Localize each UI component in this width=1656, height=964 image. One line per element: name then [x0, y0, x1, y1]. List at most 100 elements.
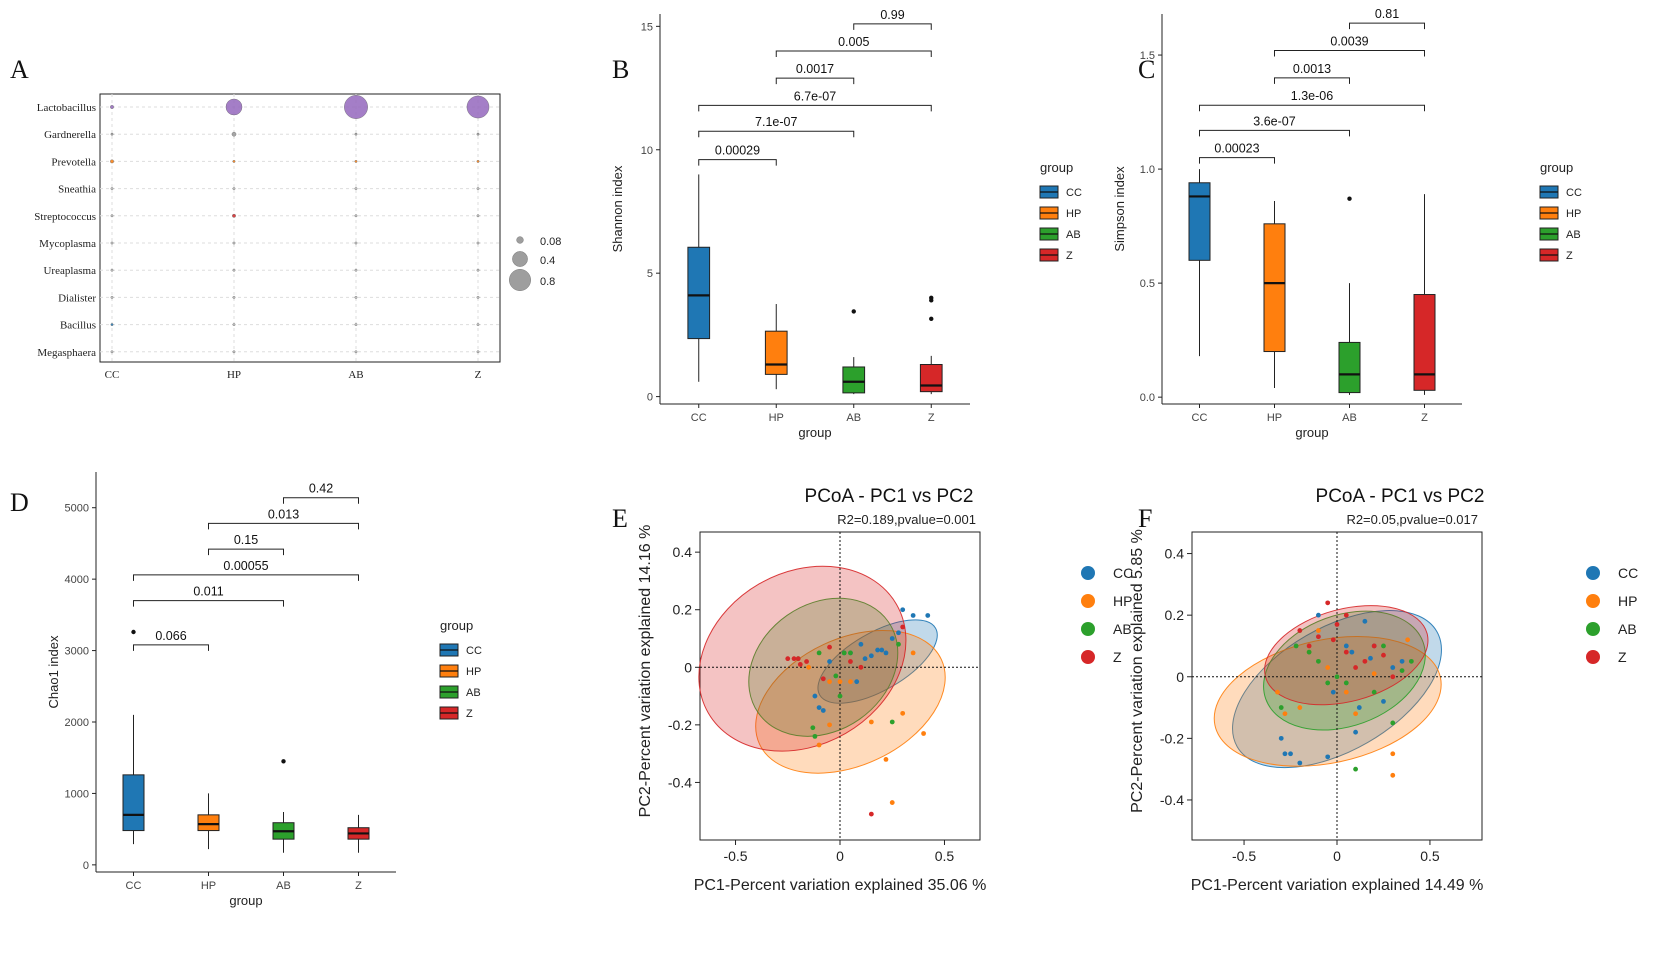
bubble-point [354, 323, 358, 326]
y-tick-label: 0.2 [1165, 607, 1185, 623]
x-axis-title: group [229, 893, 262, 908]
legend-title: group [1540, 160, 1573, 175]
point-hp [1275, 689, 1280, 695]
p-value-label: 0.00055 [223, 559, 268, 573]
point-cc [1381, 699, 1386, 704]
y-tick-label: 1000 [65, 788, 89, 800]
legend-label: CC [1618, 565, 1638, 581]
outlier-point [929, 316, 934, 322]
bubble-point [110, 132, 114, 136]
point-z [1316, 634, 1321, 640]
x-tick-label: AB [846, 412, 861, 424]
significance-bracket [1199, 104, 1425, 112]
bubble-point [110, 187, 114, 191]
bubble-point [232, 241, 236, 245]
y-tick-label: 0.4 [1165, 546, 1185, 562]
y-tick-label: Mycoplasma [39, 238, 96, 250]
p-value-label: 3.6e-07 [1253, 114, 1295, 128]
point-cc [883, 650, 889, 656]
legend-label: AB [1618, 621, 1637, 637]
point-cc [1349, 649, 1355, 655]
legend-label: AB [466, 687, 481, 699]
point-hp [1390, 772, 1396, 778]
p-value-label: 0.81 [1375, 7, 1399, 21]
point-z [1390, 674, 1396, 680]
panel-letter-c: C [1138, 55, 1155, 84]
point-ab [896, 641, 901, 647]
point-ab [1334, 674, 1340, 680]
x-tick-label: 0.5 [935, 848, 955, 864]
legend-label: Z [1618, 649, 1627, 665]
box-z [1413, 294, 1436, 391]
point-cc [1353, 729, 1358, 735]
significance-bracket [208, 548, 284, 556]
point-z [1343, 612, 1349, 618]
point-cc [1399, 658, 1405, 664]
legend-label: AB [1066, 229, 1081, 241]
significance-bracket [1199, 157, 1275, 164]
x-tick-label: HP [227, 369, 241, 381]
point-cc [1325, 754, 1331, 760]
point-ab [889, 719, 895, 725]
bubble-point [232, 159, 236, 163]
significance-bracket [133, 600, 284, 607]
y-tick-label: Prevotella [51, 156, 96, 168]
point-z [868, 811, 874, 817]
legend-title: group [440, 618, 473, 633]
point-ab [1278, 705, 1284, 710]
legend-label: AB [1566, 229, 1581, 241]
point-cc [868, 653, 874, 659]
point-cc [1316, 612, 1321, 618]
point-cc [1343, 643, 1349, 649]
confidence-ellipse-hp [1213, 636, 1442, 767]
y-axis-title: PC2-Percent variation explained 5.85 % [1129, 529, 1146, 813]
x-tick-label: -0.5 [1232, 848, 1256, 864]
x-tick-label: HP [769, 412, 784, 424]
point-ab [837, 693, 843, 699]
point-hp [827, 679, 832, 685]
point-z [785, 656, 791, 662]
legend-title: group [1040, 160, 1073, 175]
bubble-point [231, 131, 237, 137]
y-tick-label: Streptococcus [34, 211, 96, 223]
x-tick-label: 0.5 [1420, 848, 1440, 864]
box-z [919, 364, 943, 393]
point-z [1325, 600, 1331, 606]
p-value-label: 0.005 [838, 35, 869, 49]
chart-title: PCoA - PC1 vs PC2 [805, 486, 974, 507]
box-hp [1263, 223, 1286, 353]
chart-title: PCoA - PC1 vs PC2 [1316, 486, 1485, 507]
y-axis-title: Chao1 index [46, 635, 61, 708]
point-hp [900, 710, 906, 716]
y-tick-label: 0.2 [673, 602, 693, 618]
panel-letter-a: A [10, 55, 29, 84]
box-cc [1188, 182, 1211, 261]
y-tick-label: 15 [641, 21, 653, 33]
legend-marker [1081, 594, 1095, 608]
legend-marker [1586, 566, 1600, 580]
box-hp [197, 814, 220, 832]
bubble-point [110, 295, 114, 299]
point-ab [1325, 680, 1331, 686]
bubble-point [476, 295, 480, 299]
size-legend-label: 0.4 [540, 255, 555, 267]
point-cc [1278, 735, 1284, 741]
bubble-point [354, 295, 358, 299]
point-hp [1316, 628, 1321, 633]
bubble-point [354, 268, 358, 272]
point-cc [1330, 689, 1336, 695]
significance-bracket [698, 159, 777, 166]
bubble-point [354, 159, 358, 163]
point-cc [820, 708, 826, 713]
bubble-point [476, 350, 480, 354]
legend-label: HP [1566, 208, 1581, 220]
y-tick-label: -0.2 [1160, 730, 1184, 746]
bubble-point [354, 350, 358, 354]
bubble-point [476, 268, 480, 272]
point-ab [1381, 643, 1386, 649]
legend-marker [1586, 622, 1600, 636]
point-hp [883, 757, 889, 762]
significance-bracket [133, 574, 359, 581]
point-z [820, 676, 826, 682]
